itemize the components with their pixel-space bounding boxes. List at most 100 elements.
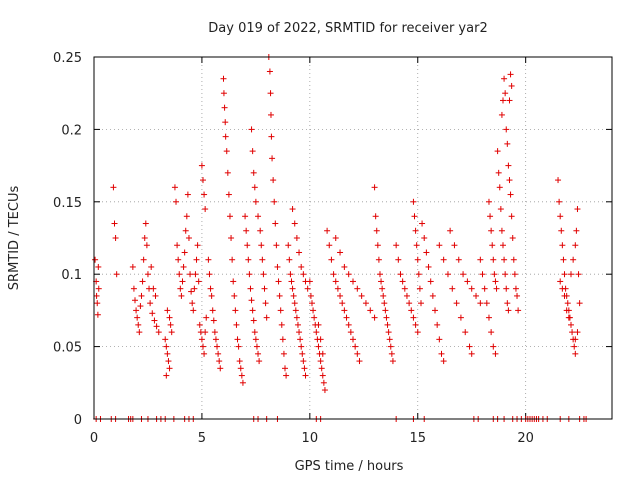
data-point	[415, 271, 422, 278]
data-point	[414, 256, 421, 263]
data-point	[275, 278, 282, 285]
data-point	[112, 235, 119, 241]
data-point	[337, 249, 344, 256]
data-point	[559, 242, 566, 249]
data-point	[278, 321, 285, 328]
data-point	[179, 278, 186, 285]
data-point	[260, 271, 267, 278]
data-point	[371, 314, 378, 321]
axis-ticks	[93, 56, 612, 420]
data-point	[321, 387, 328, 394]
data-point	[423, 249, 430, 256]
data-point	[198, 162, 205, 169]
data-point	[315, 321, 322, 328]
data-point	[356, 358, 363, 365]
data-point	[558, 227, 565, 234]
data-point	[460, 271, 467, 278]
data-point	[572, 242, 579, 249]
data-point	[263, 314, 270, 321]
data-point	[151, 317, 158, 324]
data-point	[289, 285, 296, 292]
data-point	[319, 372, 326, 379]
data-point	[226, 213, 233, 220]
data-point	[288, 278, 295, 285]
data-point	[449, 285, 456, 292]
y-tick-labels: 0 0.05 0.1 0.15 0.2 0.25	[53, 51, 82, 428]
data-point	[419, 220, 426, 227]
data-point	[318, 365, 325, 372]
data-point	[166, 365, 173, 372]
data-point	[440, 256, 447, 263]
data-point	[570, 256, 577, 263]
data-point	[488, 329, 495, 336]
data-point	[385, 329, 392, 336]
data-point	[232, 307, 239, 314]
data-point	[508, 82, 515, 89]
data-point	[514, 292, 521, 299]
data-point	[371, 184, 378, 191]
data-point	[311, 314, 318, 321]
data-point	[483, 300, 490, 307]
data-point	[210, 317, 217, 324]
data-point	[202, 329, 209, 336]
data-point	[292, 307, 299, 314]
data-point	[182, 227, 189, 234]
data-point	[413, 242, 420, 249]
data-point	[206, 271, 213, 278]
data-point	[136, 329, 143, 336]
data-point	[310, 307, 317, 314]
data-point	[332, 235, 339, 241]
data-point	[490, 256, 497, 263]
data-point	[555, 177, 562, 184]
data-point	[258, 242, 265, 249]
data-point	[387, 343, 394, 350]
data-point	[502, 271, 509, 278]
data-point	[565, 314, 572, 321]
data-point	[189, 300, 196, 307]
data-point	[153, 323, 160, 330]
data-point	[222, 119, 229, 126]
data-point	[113, 271, 120, 278]
data-point	[485, 314, 492, 321]
data-point	[302, 372, 309, 379]
data-point	[317, 358, 324, 365]
data-point	[135, 321, 142, 328]
data-point	[410, 198, 417, 205]
data-point	[381, 300, 388, 307]
plot-frame	[93, 56, 613, 420]
data-point	[382, 307, 389, 314]
data-point	[266, 68, 273, 75]
data-point	[274, 263, 281, 270]
data-point	[378, 278, 385, 285]
data-point	[271, 198, 278, 205]
data-point	[393, 242, 400, 249]
data-point	[201, 350, 208, 357]
data-point	[298, 343, 305, 350]
data-point	[505, 162, 512, 169]
data-point	[496, 184, 503, 191]
data-point	[561, 292, 568, 299]
data-point	[492, 350, 499, 357]
data-point	[222, 133, 229, 140]
data-point	[149, 310, 156, 317]
data-point	[165, 358, 172, 365]
data-point	[425, 263, 432, 270]
data-point	[238, 372, 245, 379]
data-point	[434, 321, 441, 328]
data-point	[326, 242, 333, 249]
data-point	[473, 292, 480, 299]
data-point	[444, 271, 451, 278]
data-point	[347, 329, 354, 336]
data-point	[293, 235, 300, 241]
data-point	[397, 271, 404, 278]
data-point	[350, 278, 356, 285]
data-point	[211, 329, 218, 336]
data-point	[229, 256, 236, 263]
data-points	[92, 54, 590, 422]
data-point	[567, 271, 574, 278]
data-point	[389, 358, 396, 365]
data-point	[195, 278, 202, 285]
data-point	[504, 140, 511, 147]
data-point	[337, 292, 344, 299]
y-tick-label: 0.15	[53, 196, 82, 211]
